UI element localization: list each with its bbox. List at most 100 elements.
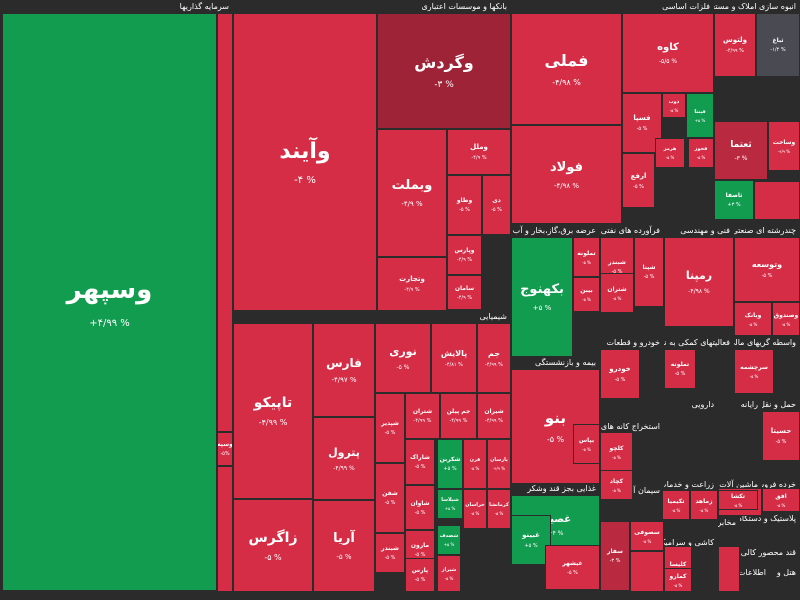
stock-symbol: خراسان [465, 502, 485, 508]
stock-tile-فولاد[interactable]: فولاد -۴/۹۸ % [511, 125, 622, 224]
stock-tile-شتران[interactable]: شتران -۴/۹۹ % [405, 393, 440, 439]
stock-tile-تکشا[interactable]: تکشا -۵ % [718, 490, 758, 510]
stock-tile-شپدیر[interactable]: شپدیر -۵ % [375, 393, 405, 463]
stock-tile-تاپیکو[interactable]: تاپیکو -۴/۹۹ % [233, 323, 313, 499]
stock-tile-سرچشمه[interactable]: سرچشمه -۵ % [734, 349, 774, 394]
stock-tile-تملونه[interactable]: تملونه -۵ % [573, 237, 600, 277]
stock-tile-وساخت[interactable]: وساخت -۴/۹ % [768, 121, 800, 171]
stock-tile-شتران[interactable]: شتران -۵ % [600, 273, 634, 313]
sector-title: عرضه برق،گاز،بخار و آب گرم [511, 226, 596, 235]
stock-tile-ثباغ[interactable]: ثباغ -۱/۴ % [756, 13, 800, 77]
stock-tile-ثاصفا[interactable]: ثاصفا +۳ % [714, 180, 754, 220]
stock-tile-شاوان[interactable]: شاوان -۵ % [405, 485, 435, 530]
stock-tile-وبانک[interactable]: وبانک -۵ % [734, 302, 772, 336]
stock-tile-شپلاسا[interactable]: شپلاسا +۵ % [437, 489, 463, 519]
stock-tile-شفن[interactable]: شفن -۵ % [375, 463, 405, 533]
stock-tile-small[interactable] [718, 546, 740, 592]
stock-symbol: شکربن [439, 456, 461, 463]
stock-tile-شپنا[interactable]: شپنا -۵ % [634, 237, 664, 307]
stock-tile-وملل[interactable]: وملل -۴/۹ % [447, 129, 511, 175]
stock-tile-وگردش[interactable]: وگردش -۳ % [377, 13, 511, 129]
stock-change-percent: -۴/۹ % [777, 148, 791, 154]
stock-tile-وتوسعه[interactable]: وتوسعه -۵ % [734, 237, 800, 302]
stock-symbol: بپاس [578, 436, 595, 444]
stock-tile-وتجارت[interactable]: وتجارت -۴/۹ % [377, 257, 447, 311]
stock-tile-دی[interactable]: دی -۵ % [482, 175, 511, 235]
stock-tile-رمپنا[interactable]: رمپنا -۴/۹۸ % [664, 237, 734, 327]
stock-tile-کرمانشا[interactable]: کرمانشا -۵ % [487, 489, 511, 529]
stock-tile-کلچو[interactable]: کلچو -۵ % [600, 432, 633, 472]
stock-tile-وپارس[interactable]: وپارس -۴/۹ % [447, 235, 482, 275]
stock-tile-بپاس[interactable]: بپاس -۵ % [573, 424, 600, 464]
stock-tile-کاوه[interactable]: کاوه -۵/۵ % [622, 13, 714, 93]
stock-tile-small[interactable] [630, 551, 664, 592]
stock-tile-جم-پیلن[interactable]: جم پیلن -۴/۹۹ % [440, 393, 477, 439]
stock-tile-وطاو[interactable]: وطاو -۵ % [447, 175, 482, 235]
stock-tile-هرمز[interactable]: هرمز -۵ % [655, 138, 685, 168]
stock-tile-افق[interactable]: افق -۵ % [762, 488, 800, 512]
stock-tile-جم[interactable]: جم -۴/۹۹ % [477, 323, 511, 393]
stock-tile-پترول[interactable]: پترول -۴/۹۹ % [313, 417, 375, 500]
stock-symbol: وساخت [772, 138, 796, 146]
stock-change-percent: -۴ % [294, 174, 316, 186]
stock-change-percent: +۴/۹۹ % [89, 318, 130, 329]
stock-tile-غبینو[interactable]: غبینو +۵ % [511, 515, 551, 565]
stock-tile-small[interactable] [754, 180, 800, 220]
stock-tile-وبملت[interactable]: وبملت -۴/۹ % [377, 129, 447, 257]
stock-tile-وسپه[interactable]: وسپه -۵% [217, 432, 233, 466]
stock-change-percent: -۵ % [671, 507, 681, 513]
stock-tile-نوری[interactable]: نوری -۵ % [375, 323, 431, 393]
stock-tile-ذوب[interactable]: ذوب -۵ % [662, 93, 686, 118]
sector-s23: پلاستیک و دستگاهها [740, 512, 800, 546]
stock-tile-وصندوق[interactable]: وصندوق -۵ % [772, 302, 800, 336]
stock-tile-پالایش[interactable]: پالایش -۴/۸۱ % [431, 323, 477, 393]
sector-title: فعالیتهای کمکی به نهاد های مالی [664, 338, 730, 347]
stock-tile-تملونه[interactable]: تملونه -۵ % [664, 349, 696, 389]
stock-tile-small[interactable] [217, 13, 233, 432]
stock-tile-ارفع[interactable]: ارفع -۵ % [622, 153, 655, 208]
stock-tile-وسپهر[interactable]: وسپهر +۴/۹۹ % [2, 13, 217, 591]
stock-tile-سفار[interactable]: سفار -۳ % [600, 521, 630, 591]
stock-tile-پارس[interactable]: پارس -۵ % [405, 558, 435, 592]
stock-tile-فپنتا[interactable]: فپنتا +۵ % [686, 93, 714, 138]
stock-tile-شاراک[interactable]: شاراک -۵ % [405, 439, 435, 485]
stock-tile-کمارو[interactable]: کمارو -۵ % [664, 568, 692, 592]
stock-tile-خودرو[interactable]: خودرو -۵ % [600, 349, 640, 399]
stock-tile-ثعتما[interactable]: ثعتما -۳ % [714, 121, 768, 180]
stock-symbol: فملی [544, 51, 589, 70]
sector-title: هتل و [776, 568, 796, 577]
stock-tile-زاگرس[interactable]: زاگرس -۵ % [233, 499, 313, 592]
stock-tile-خراسان[interactable]: خراسان -۵ % [463, 489, 487, 529]
stock-tile-شکربن[interactable]: شکربن +۵ % [437, 439, 463, 489]
stock-symbol: شپدیر [381, 420, 399, 427]
stock-tile-وآیند[interactable]: وآیند -۴ % [233, 13, 377, 311]
stock-tile-غیشهر[interactable]: غیشهر -۵ % [545, 545, 600, 590]
stock-tile-شیراز[interactable]: شیراز -۵ % [437, 555, 461, 592]
sector-title: زراعت و خدمات [664, 480, 714, 489]
stock-tile-سصوفی[interactable]: سصوفی -۵ % [630, 521, 664, 551]
stock-tile-تکیمیا[interactable]: تکیمیا -۵ % [662, 490, 690, 520]
stock-tile-ولتوس[interactable]: ولتوس -۴/۹۹ % [714, 13, 756, 77]
stock-tile-کچاد[interactable]: کچاد -۵ % [600, 470, 633, 500]
stock-tile-بکهنوج[interactable]: بکهنوج +۵ % [511, 237, 573, 357]
stock-tile-فارس[interactable]: فارس -۴/۹۷ % [313, 323, 375, 417]
stock-tile-زماهد[interactable]: زماهد -۵ % [690, 490, 718, 520]
stock-tile-سامان[interactable]: سامان -۴/۹ % [447, 275, 482, 310]
stock-symbol: شپنا [642, 264, 656, 271]
stock-change-percent: +۴ % [547, 529, 564, 537]
stock-tile-فملی[interactable]: فملی -۴/۹۸ % [511, 13, 622, 125]
stock-tile-شصدف[interactable]: شصدف +۵ % [437, 525, 461, 555]
stock-tile-small[interactable] [217, 466, 233, 592]
stock-change-percent: -۴/۹۹ % [485, 361, 503, 368]
stock-change-percent: -۵% [220, 451, 230, 457]
stock-tile-بیبن[interactable]: بیبن -۵ % [573, 277, 600, 312]
stock-change-percent: -۵ % [642, 538, 652, 544]
stock-tile-قرن[interactable]: قرن -۵ % [463, 439, 487, 489]
stock-tile-شیران[interactable]: شیران -۴/۹۹ % [477, 393, 511, 439]
stock-tile-حسیتا[interactable]: حسیتا -۵ % [762, 411, 800, 461]
stock-change-percent: -۴/۹۹ % [258, 418, 288, 427]
stock-tile-شبندر[interactable]: شبندر -۵ % [375, 533, 405, 573]
stock-tile-فخوز[interactable]: فخوز -۵ % [688, 138, 714, 168]
stock-tile-آریا[interactable]: آریا -۵ % [313, 500, 375, 592]
stock-tile-پارسان[interactable]: پارسان -۴/۹ % [487, 439, 511, 489]
